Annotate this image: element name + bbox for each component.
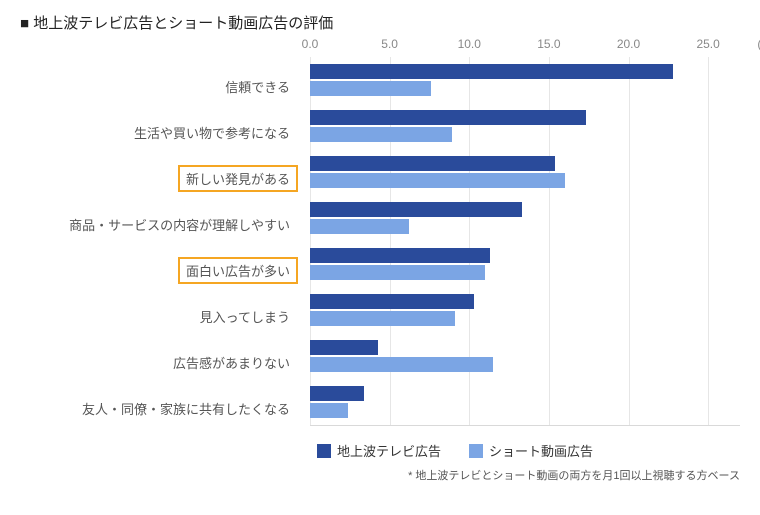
bar-short bbox=[310, 357, 493, 372]
axis-tick: 15.0 bbox=[537, 37, 560, 51]
category-label: 商品・サービスの内容が理解しやすい bbox=[20, 201, 310, 247]
plot-area bbox=[310, 57, 740, 426]
bar-short bbox=[310, 311, 455, 326]
axis-tick: 25.0 bbox=[696, 37, 719, 51]
bar-tv bbox=[310, 248, 490, 263]
chart-title: ■ 地上波テレビ広告とショート動画広告の評価 bbox=[20, 12, 740, 33]
category-label-text: 商品・サービスの内容が理解しやすい bbox=[61, 211, 298, 238]
plot-column: (%) 0.05.010.015.020.025.0 bbox=[310, 35, 740, 431]
category-label-text: 広告感があまりない bbox=[165, 349, 298, 376]
bar-tv bbox=[310, 110, 586, 125]
bar-tv bbox=[310, 156, 555, 171]
category-label-text: 友人・同僚・家族に共有したくなる bbox=[74, 395, 298, 422]
bar-row bbox=[310, 57, 740, 103]
bar-row bbox=[310, 103, 740, 149]
category-label: 面白い広告が多い bbox=[20, 247, 310, 293]
category-label-text: 新しい発見がある bbox=[178, 165, 298, 192]
axis-tick: 10.0 bbox=[458, 37, 481, 51]
category-label: 見入ってしまう bbox=[20, 293, 310, 339]
axis-tick: 0.0 bbox=[302, 37, 319, 51]
category-label: 生活や買い物で参考になる bbox=[20, 109, 310, 155]
category-label-text: 生活や買い物で参考になる bbox=[126, 119, 298, 146]
x-axis: (%) 0.05.010.015.020.025.0 bbox=[310, 35, 740, 57]
bar-short bbox=[310, 173, 565, 188]
axis-tick: 5.0 bbox=[381, 37, 398, 51]
bar-tv bbox=[310, 386, 364, 401]
bar-row bbox=[310, 195, 740, 241]
category-label: 友人・同僚・家族に共有したくなる bbox=[20, 385, 310, 431]
bar-row bbox=[310, 333, 740, 379]
bar-row bbox=[310, 287, 740, 333]
category-labels-column: 信頼できる生活や買い物で参考になる新しい発見がある商品・サービスの内容が理解しや… bbox=[20, 35, 310, 431]
legend-item: ショート動画広告 bbox=[469, 441, 593, 460]
axis-tick: 20.0 bbox=[617, 37, 640, 51]
bar-tv bbox=[310, 202, 522, 217]
bar-short bbox=[310, 127, 452, 142]
category-label-text: 信頼できる bbox=[217, 73, 298, 100]
legend: 地上波テレビ広告 ショート動画広告 bbox=[20, 441, 740, 461]
bar-tv bbox=[310, 294, 474, 309]
category-label: 信頼できる bbox=[20, 63, 310, 109]
legend-item: 地上波テレビ広告 bbox=[317, 441, 441, 460]
bar-row bbox=[310, 379, 740, 425]
legend-swatch bbox=[469, 444, 483, 458]
category-label-text: 見入ってしまう bbox=[192, 303, 298, 330]
category-label: 広告感があまりない bbox=[20, 339, 310, 385]
legend-label: ショート動画広告 bbox=[489, 441, 593, 460]
legend-label: 地上波テレビ広告 bbox=[337, 441, 441, 460]
category-label: 新しい発見がある bbox=[20, 155, 310, 201]
bar-tv bbox=[310, 340, 378, 355]
chart: 信頼できる生活や買い物で参考になる新しい発見がある商品・サービスの内容が理解しや… bbox=[20, 35, 740, 431]
footnote: * 地上波テレビとショート動画の両方を月1回以上視聴する方ベース bbox=[20, 467, 740, 483]
category-label-text: 面白い広告が多い bbox=[178, 257, 298, 284]
bar-short bbox=[310, 219, 409, 234]
bar-short bbox=[310, 403, 348, 418]
bar-row bbox=[310, 241, 740, 287]
bar-short bbox=[310, 265, 485, 280]
bar-short bbox=[310, 81, 431, 96]
bar-tv bbox=[310, 64, 673, 79]
legend-swatch bbox=[317, 444, 331, 458]
bar-row bbox=[310, 149, 740, 195]
